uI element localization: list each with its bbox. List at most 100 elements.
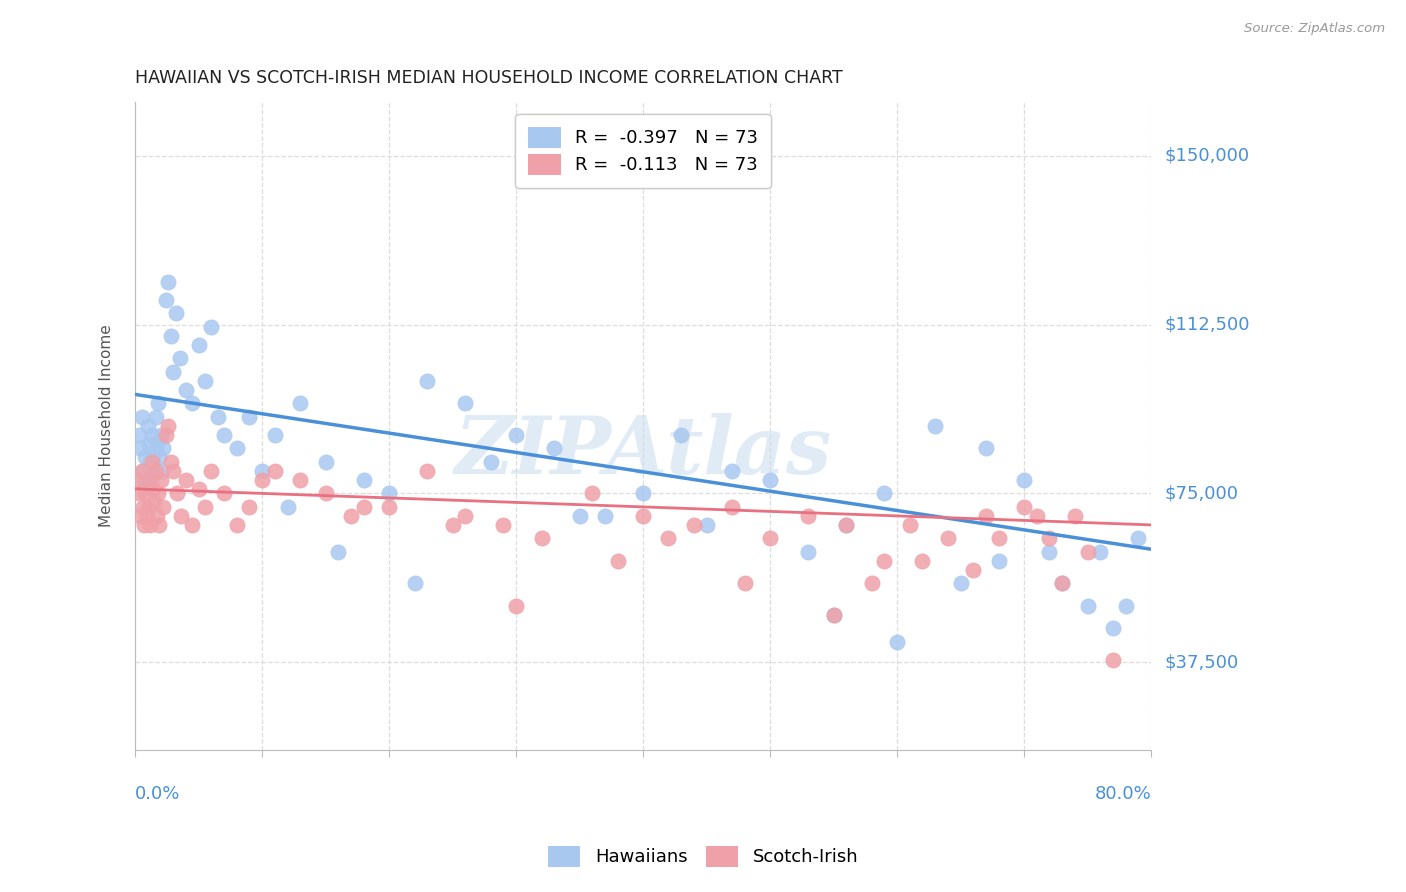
Point — [157, 418, 180, 433]
Point — [207, 409, 229, 424]
Text: ZIPAtlas: ZIPAtlas — [454, 413, 832, 491]
Point — [530, 532, 553, 546]
Point — [454, 396, 477, 410]
Point — [142, 468, 165, 483]
Point — [936, 532, 959, 546]
Point — [1076, 545, 1098, 559]
Point — [131, 409, 153, 424]
Point — [200, 464, 222, 478]
Point — [962, 563, 984, 577]
Point — [212, 428, 235, 442]
Point — [1038, 532, 1060, 546]
Point — [174, 473, 197, 487]
Point — [145, 464, 167, 478]
Text: $150,000: $150,000 — [1166, 147, 1250, 165]
Point — [974, 508, 997, 523]
Point — [987, 554, 1010, 568]
Point — [129, 442, 152, 456]
Y-axis label: Median Household Income: Median Household Income — [100, 325, 114, 527]
Point — [169, 351, 191, 366]
Point — [146, 396, 169, 410]
Point — [1128, 532, 1150, 546]
Point — [139, 455, 162, 469]
Point — [505, 599, 527, 613]
Point — [149, 473, 172, 487]
Point — [132, 500, 155, 514]
Point — [181, 517, 204, 532]
Point — [581, 486, 603, 500]
Point — [290, 396, 312, 410]
Point — [212, 486, 235, 500]
Point — [128, 486, 150, 500]
Point — [141, 455, 163, 469]
Point — [721, 464, 744, 478]
Point — [1090, 545, 1112, 559]
Point — [145, 409, 167, 424]
Point — [194, 374, 217, 388]
Point — [479, 455, 502, 469]
Point — [132, 473, 155, 487]
Point — [568, 508, 591, 523]
Point — [823, 607, 845, 622]
Point — [1038, 545, 1060, 559]
Point — [143, 446, 166, 460]
Point — [143, 495, 166, 509]
Point — [290, 473, 312, 487]
Point — [187, 338, 209, 352]
Point — [136, 500, 159, 514]
Point — [155, 293, 177, 307]
Point — [1102, 653, 1125, 667]
Point — [132, 517, 155, 532]
Point — [696, 517, 718, 532]
Point — [823, 607, 845, 622]
Point — [721, 500, 744, 514]
Point — [136, 418, 159, 433]
Point — [135, 508, 157, 523]
Point — [873, 554, 896, 568]
Point — [157, 275, 180, 289]
Point — [277, 500, 299, 514]
Point — [159, 329, 181, 343]
Point — [835, 517, 858, 532]
Point — [631, 486, 654, 500]
Text: 80.0%: 80.0% — [1094, 786, 1152, 804]
Point — [139, 517, 162, 532]
Point — [543, 442, 565, 456]
Point — [170, 508, 193, 523]
Point — [146, 508, 169, 523]
Text: 0.0%: 0.0% — [135, 786, 180, 804]
Point — [1050, 576, 1073, 591]
Point — [132, 464, 155, 478]
Point — [181, 396, 204, 410]
Point — [141, 428, 163, 442]
Point — [194, 500, 217, 514]
Point — [683, 517, 706, 532]
Point — [134, 486, 156, 500]
Point — [250, 464, 273, 478]
Text: $75,000: $75,000 — [1166, 484, 1239, 502]
Point — [225, 442, 247, 456]
Point — [162, 464, 184, 478]
Point — [949, 576, 972, 591]
Point — [669, 428, 692, 442]
Text: HAWAIIAN VS SCOTCH-IRISH MEDIAN HOUSEHOLD INCOME CORRELATION CHART: HAWAIIAN VS SCOTCH-IRISH MEDIAN HOUSEHOL… — [135, 69, 844, 87]
Legend: R =  -0.397   N = 73, R =  -0.113   N = 73: R = -0.397 N = 73, R = -0.113 N = 73 — [516, 114, 770, 187]
Text: Source: ZipAtlas.com: Source: ZipAtlas.com — [1244, 22, 1385, 36]
Point — [441, 517, 464, 532]
Point — [835, 517, 858, 532]
Point — [1050, 576, 1073, 591]
Point — [142, 482, 165, 496]
Point — [1115, 599, 1137, 613]
Point — [146, 437, 169, 451]
Point — [128, 428, 150, 442]
Point — [898, 517, 921, 532]
Point — [1025, 508, 1047, 523]
Point — [759, 532, 782, 546]
Point — [138, 473, 160, 487]
Point — [263, 428, 285, 442]
Text: $37,500: $37,500 — [1166, 653, 1239, 671]
Point — [378, 500, 401, 514]
Point — [353, 500, 375, 514]
Point — [315, 486, 337, 500]
Point — [492, 517, 515, 532]
